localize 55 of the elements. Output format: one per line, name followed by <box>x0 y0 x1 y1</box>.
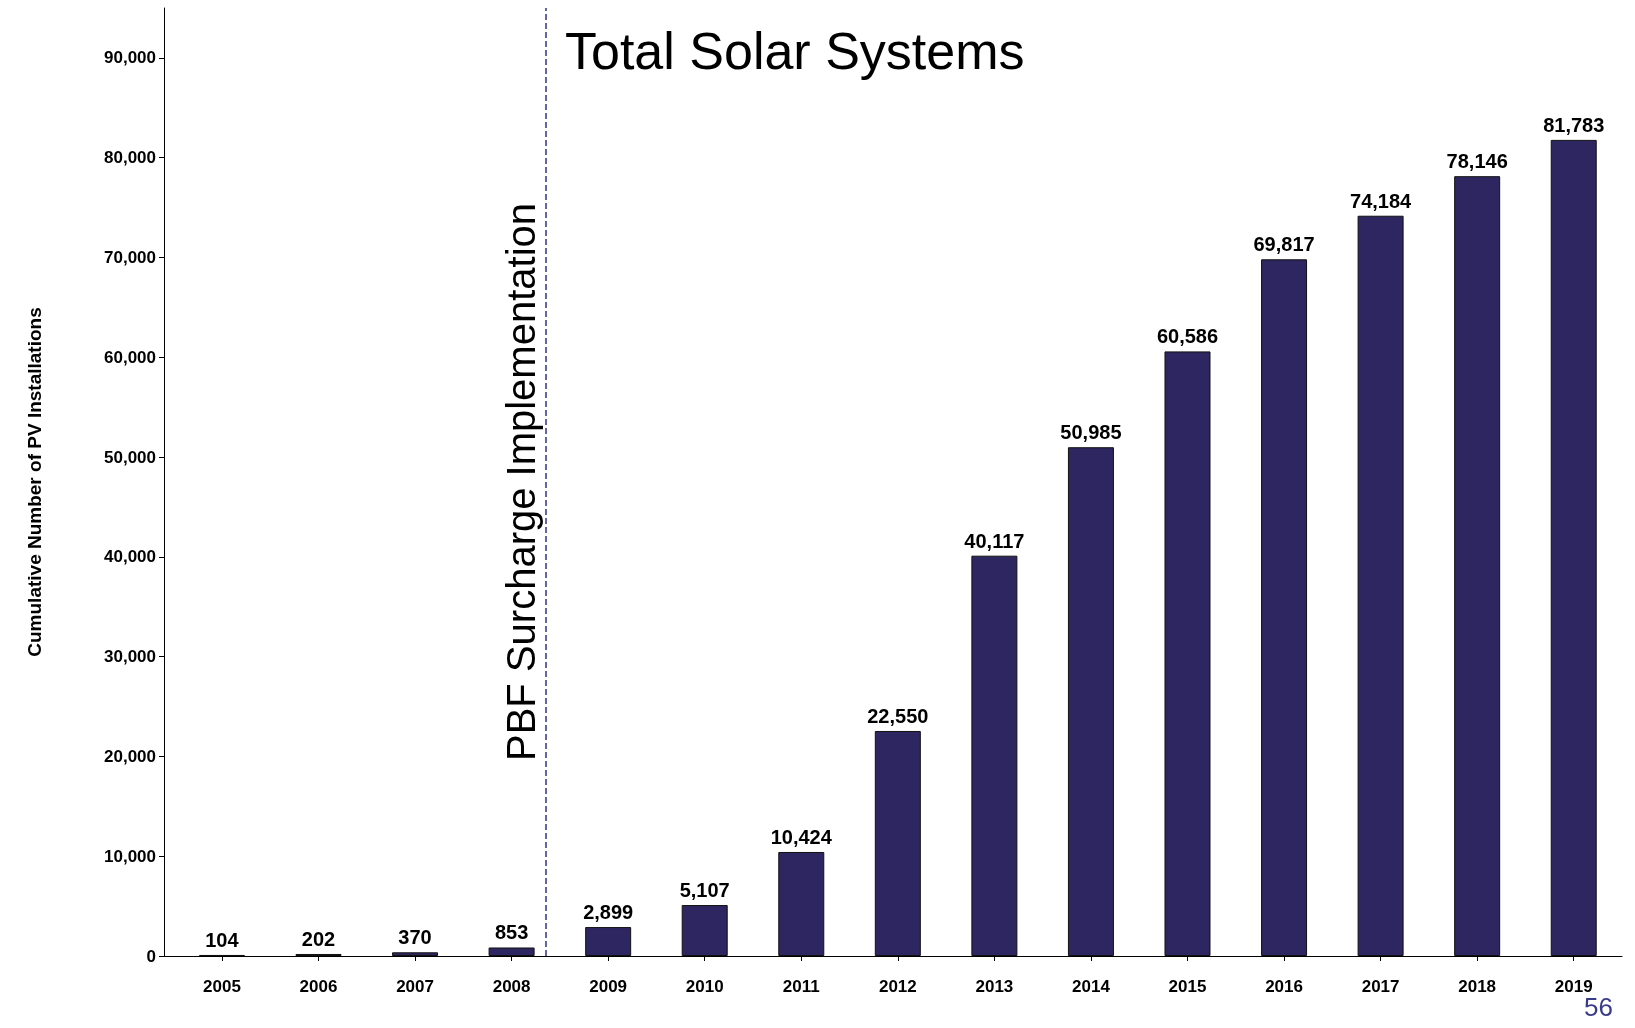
data-label: 202 <box>301 927 336 950</box>
bar <box>585 927 632 956</box>
y-axis-title: Cumulative Number of PV Installations <box>24 307 45 657</box>
chart-title: Total Solar Systems <box>565 22 1025 80</box>
data-label: 370 <box>398 926 432 949</box>
bar <box>1164 351 1211 956</box>
x-tick-label: 2005 <box>203 977 241 996</box>
data-label: 60,586 <box>1156 325 1219 348</box>
x-tick-label: 2007 <box>396 977 434 996</box>
data-label: 5,107 <box>679 879 730 902</box>
x-tick-label: 2011 <box>782 977 820 996</box>
x-tick-label: 2017 <box>1361 977 1400 996</box>
bar <box>1067 447 1114 956</box>
y-tick-label: 40,000 <box>104 547 156 567</box>
y-tick-label: 0 <box>146 946 156 966</box>
x-tick-label: 2015 <box>1168 977 1207 996</box>
bar <box>392 952 439 956</box>
bar <box>1357 215 1404 956</box>
y-tick-label: 30,000 <box>104 647 156 667</box>
data-label: 104 <box>205 928 240 951</box>
x-tick-label: 2014 <box>1072 977 1111 996</box>
y-tick-label: 90,000 <box>104 48 156 68</box>
y-tick-label: 80,000 <box>104 148 156 168</box>
bar <box>1550 139 1597 956</box>
data-label: 10,424 <box>770 825 833 848</box>
x-tick-label: 2006 <box>299 977 338 996</box>
data-label: 50,985 <box>1060 421 1122 444</box>
x-tick-label: 2009 <box>589 977 628 996</box>
y-tick-label: 10,000 <box>104 846 156 866</box>
y-tick-label: 60,000 <box>104 347 156 367</box>
bar <box>488 947 535 956</box>
data-label: 78,146 <box>1446 150 1508 173</box>
x-tick-label: 2010 <box>685 977 724 996</box>
data-label: 853 <box>494 921 529 944</box>
y-tick-label: 70,000 <box>104 247 156 267</box>
bar <box>778 851 825 956</box>
bar <box>1261 259 1308 956</box>
x-tick-label: 2008 <box>492 977 531 996</box>
bar <box>874 730 921 956</box>
bar <box>1454 176 1501 956</box>
data-label: 74,184 <box>1350 189 1413 212</box>
bar <box>971 555 1018 956</box>
x-tick-label: 2013 <box>975 977 1014 996</box>
data-label: 81,783 <box>1543 113 1605 136</box>
data-label: 40,117 <box>964 529 1025 552</box>
y-tick-label: 20,000 <box>104 746 156 766</box>
data-label: 69,817 <box>1253 233 1315 256</box>
y-tick-label: 50,000 <box>104 447 156 467</box>
x-tick-label: 2018 <box>1458 977 1497 996</box>
data-label: 22,550 <box>867 704 929 727</box>
bar <box>681 905 728 956</box>
ref-line-label: PBF Surcharge Implementation <box>499 202 544 762</box>
data-label: 2,899 <box>583 901 634 924</box>
x-tick-label: 2016 <box>1265 977 1303 996</box>
x-tick-label: 2012 <box>878 977 917 996</box>
